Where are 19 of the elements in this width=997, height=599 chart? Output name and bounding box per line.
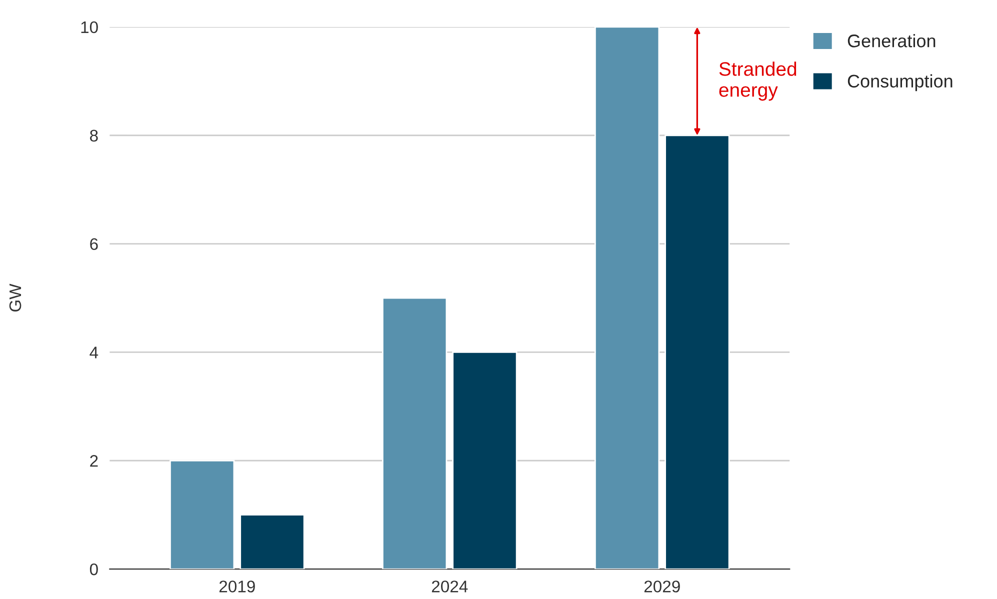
legend-label: Generation — [848, 34, 936, 48]
y-tick-label: 0 — [90, 563, 98, 576]
y-tick-label: 8 — [90, 130, 98, 142]
bar — [664, 134, 730, 570]
bar — [382, 297, 448, 570]
annotation: Stranded energy — [719, 62, 796, 101]
x-tick-label: 2029 — [644, 580, 680, 592]
bar — [452, 352, 518, 570]
bar — [240, 514, 305, 570]
y-tick-label: 10 — [81, 21, 98, 34]
legend-label: Consumption — [848, 74, 952, 92]
bar — [170, 460, 235, 570]
y-tick-label: 6 — [90, 238, 98, 250]
y-tick-label: 2 — [90, 455, 98, 467]
y-tick-label: 4 — [90, 346, 98, 358]
x-tick-label: 2019 — [219, 580, 255, 592]
bar — [594, 26, 660, 570]
x-tick-label: 2024 — [432, 580, 468, 592]
y-axis-title: GW — [9, 284, 22, 312]
